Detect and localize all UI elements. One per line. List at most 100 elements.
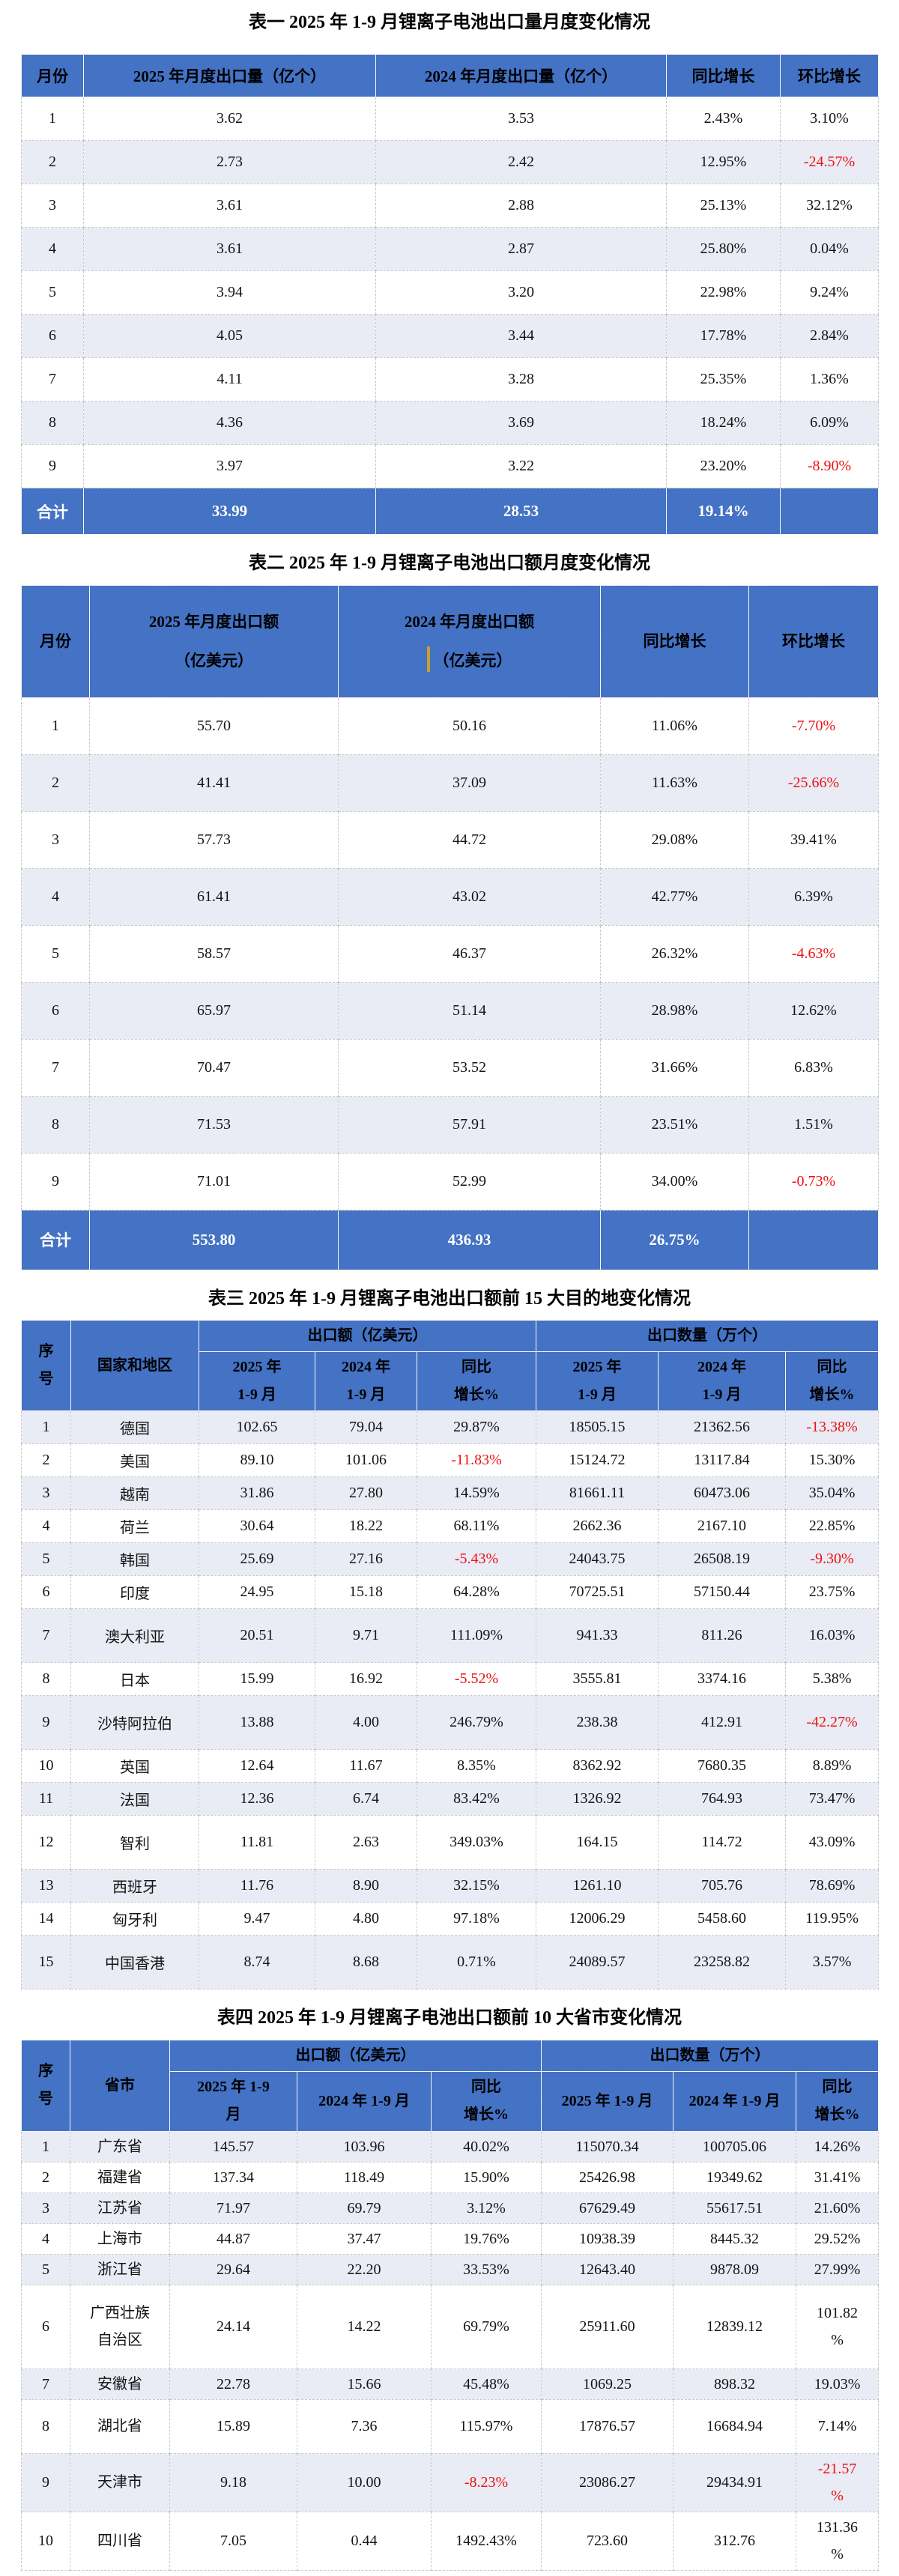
table-cell: 89.10 [199,1443,315,1478]
table-row: 8 71.53 57.91 23.51% 1.51% [21,1095,879,1154]
header-row: 月份 2025 年月度出口量（亿个） 2024 年月度出口量（亿个） 同比增长 环比增长 [21,54,879,98]
table-cell: 1069.25 [541,2368,674,2400]
table-row: 4 61.41 43.02 42.77% 6.39% [21,867,879,926]
table3-header: 序号国家和地区 出口额（亿美元） 出口数量（万个） 2025 年 1-9 月 2024 年… [21,1320,880,1412]
table-row: 2 福建省 137.34 118.49 15.90% 25426.98 19349.62 31… [21,2161,880,2193]
header-sub-row: 2025 年 1-9 月 2024 年 1-9 月同比 增长% 2025 年 1-9 月 20… [22,1351,880,1412]
table-cell: 60473.06 [658,1476,787,1511]
total-cell: 28.53 [375,488,667,536]
table-cell: -5.43% [416,1542,537,1577]
table-cell: 2 [21,2161,70,2193]
table-cell: 14.26% [796,2130,880,2163]
table-cell: 3.94 [83,270,376,315]
table-cell: 8.68 [315,1935,417,1990]
table-cell: 12839.12 [673,2284,797,2369]
table-cell: 湖北省 [70,2398,170,2454]
total-row: 合计 553.80 436.93 26.75% [21,1209,879,1270]
table-cell: 57150.44 [658,1575,787,1610]
table-cell: 25.80% [666,227,781,272]
table-row: 7 4.11 3.28 25.35% 1.36% [21,357,879,402]
column-header: 月份 [21,54,84,98]
column-header: 序号 [21,1320,71,1412]
table-cell: 5 [21,2253,70,2285]
table-cell: 3555.81 [536,1662,659,1697]
column-header: 2025 年月度出口量（亿个） [83,54,376,98]
table-cell: 12.62% [748,981,879,1040]
table-cell: 澳大利亚 [70,1608,199,1664]
table-row: 4 荷兰 30.64 18.22 68.11% 2662.36 2167.10 22.85% [21,1509,880,1544]
column-group-header: 出口额（亿美元） [198,1320,537,1353]
table-cell: 1.36% [780,357,879,402]
table4-header: 序号省市 出口额（亿美元） 出口数量（万个） 2025 年 1-9 月 2024 年 1-… [21,2039,880,2132]
column-subheader: 同比 增长% [785,1351,880,1412]
table1-header: 月份 2025 年月度出口量（亿个） 2024 年月度出口量（亿个） 同比增长 环比增长 [21,54,879,98]
table-cell: 8362.92 [536,1749,659,1783]
table-row: 4 上海市 44.87 37.47 19.76% 10938.39 8445.32 29.52… [21,2222,880,2255]
table-row: 1 德国 102.65 79.04 29.87% 18505.15 21362.56 -13.… [21,1410,880,1445]
table-cell: 46.37 [338,924,601,983]
total-cell: 合计 [21,488,84,536]
table-cell: -24.57% [780,140,879,185]
table-cell: -42.27% [785,1695,880,1751]
table-cell: 2.84% [780,314,879,359]
table2-body: 1 55.70 50.16 11.06% -7.70% 2 41.41 37.09 11.63%… [21,697,879,1270]
table-cell: 50.16 [338,697,601,755]
table-cell: 8.90 [315,1869,417,1903]
table-cell: 23086.27 [541,2452,674,2512]
table-cell: 越南 [70,1476,199,1511]
table-cell: 19349.62 [673,2161,797,2193]
table-cell: 5.38% [785,1662,880,1697]
column-header: 国家和地区 [70,1320,199,1412]
table-cell: 73.47% [785,1782,880,1816]
table-cell: 43.09% [785,1815,880,1870]
table-row: 2 2.73 2.42 12.95% -24.57% [21,140,879,185]
table-cell: 18.24% [666,401,781,446]
table-cell: -13.38% [785,1410,880,1445]
table-cell: 61.41 [89,867,339,926]
total-cell [780,488,879,536]
table-cell: 6.83% [748,1038,879,1097]
table-cell: 51.14 [338,981,601,1040]
table-cell: 安徽省 [70,2368,170,2400]
table-cell: 137.34 [169,2161,297,2193]
table-cell: 13117.84 [658,1443,787,1478]
total-cell: 33.99 [83,488,376,536]
table-cell: -25.66% [748,754,879,812]
table-cell: 246.79% [416,1695,537,1751]
table-cell: 40.02% [430,2130,542,2163]
table-cell: 天津市 [70,2452,170,2512]
table-cell: 西班牙 [70,1869,199,1903]
table-cell: 24.95 [199,1575,315,1610]
table-cell: 2.87 [375,227,667,272]
table-cell: 33.53% [430,2253,542,2285]
table-cell: 941.33 [536,1608,659,1664]
column-subheader: 2024 年 1-9 月 [297,2070,432,2132]
table-cell: 44.72 [338,810,601,869]
table-cell: 3.12% [430,2192,542,2224]
table-row: 8 湖北省 15.89 7.36 115.97% 17876.57 16684.94 7.14… [21,2398,880,2454]
table-cell: 29.87% [416,1410,537,1445]
table-cell: 23.75% [785,1575,880,1610]
table-cell: 2 [21,140,84,185]
table-cell: -0.73% [748,1152,879,1210]
table3-title: 表三 2025 年 1-9 月锂离子电池出口额前 15 大目的地变化情况 [208,1288,691,1309]
table-cell: 25911.60 [541,2284,674,2369]
table-cell: 13 [21,1869,71,1903]
text-cursor-artifact [426,646,430,673]
table-cell: 11.63% [600,754,749,812]
column-header: 同比增长 [666,54,781,98]
column-header: 2024 年月度出口额 （亿美元） [338,584,601,698]
table-cell: 30.64 [199,1509,315,1544]
table-cell: 55.70 [89,697,339,755]
table-cell: 3.61 [83,227,376,272]
table-cell: 705.76 [658,1869,787,1903]
table-cell: 12.36 [199,1782,315,1816]
table-cell: 8.89% [785,1749,880,1783]
table-row: 6 印度 24.95 15.18 64.28% 70725.51 57150.44 23.75… [21,1575,880,1610]
table-cell: 43.02 [338,867,601,926]
table1-title: 表一 2025 年 1-9 月锂离子电池出口量月度变化情况 [249,13,650,32]
table-row: 10 英国 12.64 11.67 8.35% 8362.92 7680.35 8.89% [21,1749,880,1783]
total-cell: 553.80 [89,1209,339,1270]
table-cell: 4.80 [315,1902,417,1936]
table-cell: 29.52% [796,2222,880,2255]
